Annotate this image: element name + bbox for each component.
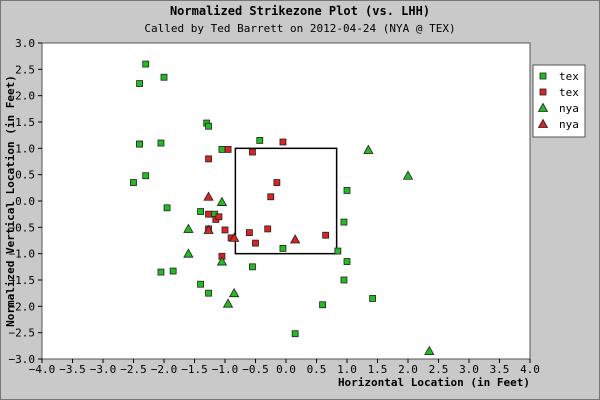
pitch-point-tex-square	[334, 247, 342, 255]
x-tick-label: 0.5	[307, 363, 327, 376]
x-axis-label: Horizontal Location (in Feet)	[338, 376, 530, 389]
pitch-point-tex-square	[245, 229, 253, 237]
pitch-point-nya-triangle	[183, 248, 194, 258]
pitch-point-tex-square	[343, 187, 351, 194]
pitch-point-tex-square	[249, 148, 256, 156]
pitch-point-tex-square	[205, 155, 212, 163]
plot-area	[41, 42, 531, 360]
x-tick-label: −0.5	[242, 363, 269, 376]
x-tick-label: −3.0	[90, 363, 117, 376]
y-axis-label: Normalized Vertical Location (in Feet)	[4, 75, 17, 327]
x-tick-label: 3.5	[490, 363, 510, 376]
y-tick-label: −3.0	[9, 353, 36, 366]
pitch-point-tex-square	[218, 145, 226, 153]
pitch-point-nya-triangle	[203, 224, 214, 234]
pitch-point-tex-square	[224, 145, 232, 153]
pitch-point-tex-square	[215, 213, 223, 221]
pitch-point-nya-triangle	[289, 234, 301, 244]
pitch-point-tex-square	[157, 139, 165, 147]
legend-marker	[537, 102, 549, 112]
y-tick-label: −1.5	[9, 274, 36, 287]
pitch-point-tex-square	[205, 122, 212, 130]
pitch-point-tex-square	[205, 210, 212, 218]
legend-marker	[537, 118, 549, 128]
pitch-point-nya-triangle	[216, 256, 228, 266]
pitch-point-tex-square	[319, 301, 327, 309]
legend-entry-label: nya	[559, 118, 579, 131]
pitch-point-nya-triangle	[424, 345, 435, 356]
legend: tex tex nya nya	[532, 64, 586, 138]
legend-marker	[539, 88, 547, 96]
pitch-point-tex-square	[142, 60, 150, 68]
x-tick-label: 2.0	[398, 363, 418, 376]
legend-entry-label: tex	[559, 70, 579, 83]
y-tick-label: 2.5	[15, 63, 35, 76]
y-tick-label: 1.0	[15, 142, 35, 155]
pitch-point-tex-square	[197, 280, 205, 288]
y-tick-label: 3.0	[15, 37, 35, 50]
pitch-point-nya-triangle	[228, 232, 240, 242]
pitch-point-tex-square	[221, 226, 229, 234]
pitch-point-tex-square	[291, 330, 299, 338]
chart-subtitle: Called by Ted Barrett on 2012-04-24 (NYA…	[144, 22, 455, 35]
legend-entry-label: tex	[559, 86, 579, 99]
chart-title: Normalized Strikezone Plot (vs. LHH)	[170, 4, 430, 18]
x-tick-label: −1.0	[212, 363, 239, 376]
y-tick-label: 2.0	[15, 90, 35, 103]
pitch-point-tex-square	[142, 172, 150, 180]
pitch-point-tex-square	[322, 231, 330, 239]
pitch-point-nya-triangle	[222, 298, 234, 308]
pitch-point-tex-square	[369, 295, 377, 302]
pitch-point-tex-square	[256, 137, 264, 144]
pitch-point-tex-square	[252, 239, 259, 247]
pitch-point-tex-square	[273, 179, 281, 186]
y-tick-label: −2.0	[9, 300, 36, 313]
legend-entry-label: nya	[559, 102, 579, 115]
pitch-point-tex-square	[197, 208, 205, 215]
y-tick-label: −2.5	[9, 327, 36, 340]
pitch-point-nya-triangle	[402, 170, 414, 180]
pitch-point-nya-triangle	[363, 144, 374, 154]
y-tick-label: 1.5	[15, 116, 35, 129]
pitch-point-tex-square	[340, 218, 348, 226]
pitch-point-tex-square	[264, 225, 272, 233]
pitch-point-tex-square	[169, 267, 177, 275]
x-tick-label: 1.5	[368, 363, 388, 376]
pitch-point-nya-triangle	[216, 196, 228, 206]
y-tick-label: −1.0	[9, 248, 36, 261]
pitch-point-tex-square	[163, 204, 171, 212]
pitch-point-tex-square	[249, 263, 256, 271]
x-tick-label: 2.5	[429, 363, 449, 376]
legend-marker	[539, 72, 547, 80]
pitch-point-tex-square	[343, 258, 351, 265]
y-tick-label: 0.0	[15, 195, 35, 208]
y-tick-label: −0.5	[9, 221, 36, 234]
x-tick-label: −3.5	[59, 363, 86, 376]
pitch-point-nya-triangle	[203, 191, 214, 201]
pitch-point-tex-square	[205, 289, 212, 297]
x-tick-label: −1.5	[181, 363, 208, 376]
x-tick-label: −2.0	[151, 363, 178, 376]
pitch-point-tex-square	[279, 244, 287, 252]
y-tick-label: 0.5	[15, 169, 35, 182]
pitch-point-nya-triangle	[183, 223, 194, 233]
pitch-point-nya-triangle	[228, 287, 240, 298]
watermark: BrooksBaseball.net	[360, 339, 524, 357]
x-tick-label: 4.0	[520, 363, 540, 376]
strike-zone-box	[234, 147, 338, 255]
x-tick-label: 3.0	[459, 363, 479, 376]
x-tick-label: 0.0	[276, 363, 296, 376]
pitch-point-tex-square	[340, 276, 348, 284]
pitch-point-tex-square	[160, 73, 168, 81]
pitch-point-tex-square	[157, 268, 165, 276]
x-tick-label: −4.0	[29, 363, 56, 376]
pitch-point-tex-square	[136, 140, 144, 148]
x-tick-label: 1.0	[337, 363, 357, 376]
x-tick-label: −2.5	[120, 363, 147, 376]
pitch-point-tex-square	[130, 179, 137, 186]
pitch-point-tex-square	[267, 193, 275, 201]
pitch-point-tex-square	[136, 80, 144, 87]
pitch-point-tex-square	[279, 138, 287, 146]
